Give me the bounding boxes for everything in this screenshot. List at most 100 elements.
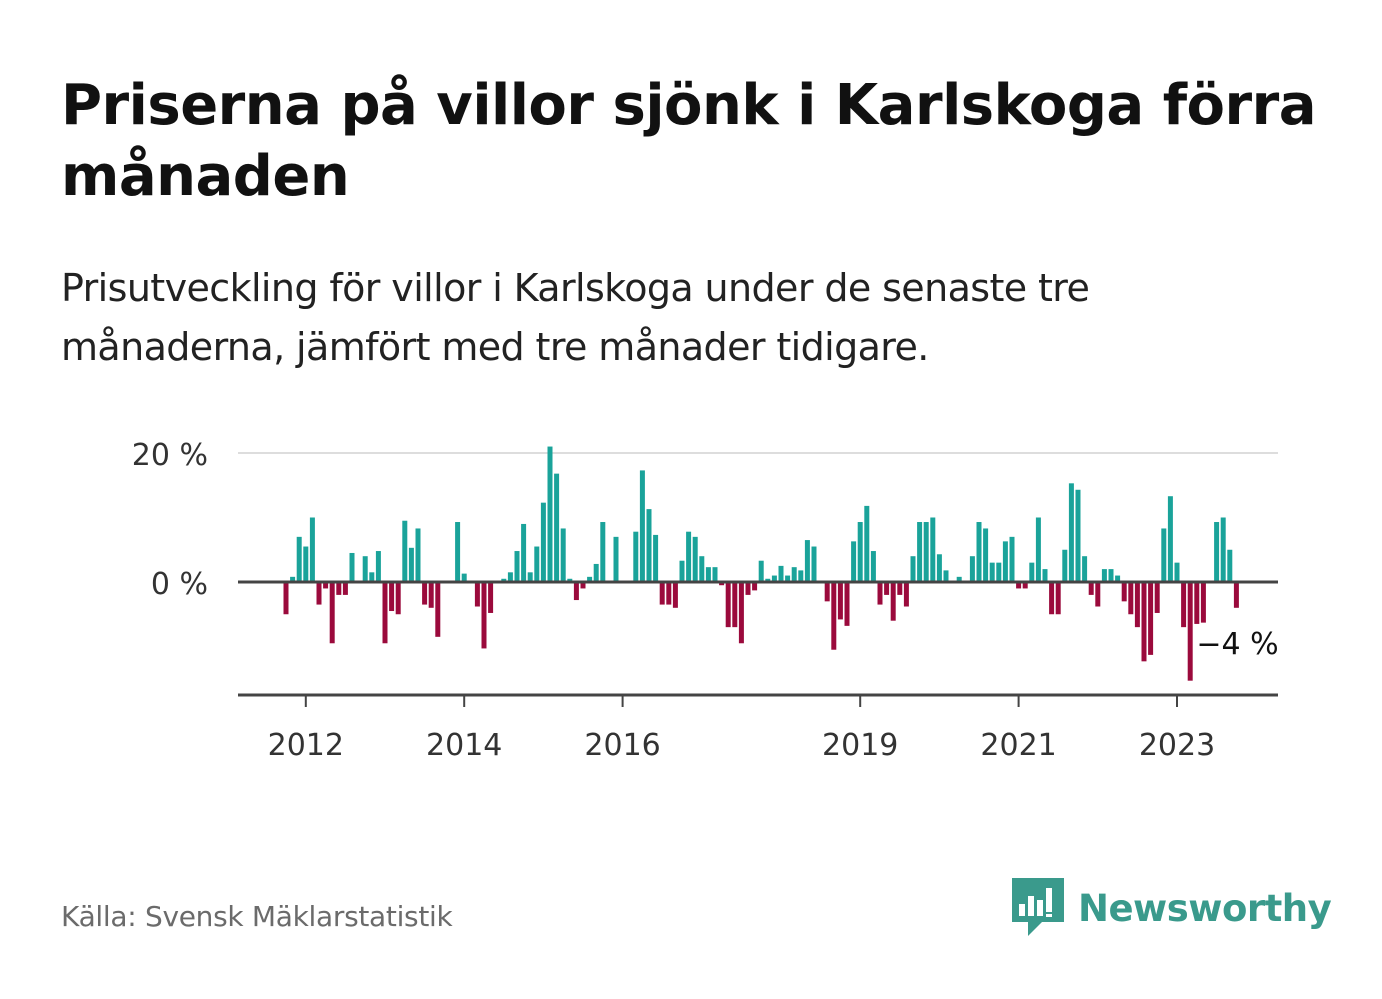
- bar: [672, 582, 678, 608]
- bar: [329, 582, 335, 644]
- bar: [521, 523, 527, 582]
- bar: [1088, 582, 1094, 595]
- chart-subtitle: Prisutveckling för villor i Karlskoga un…: [61, 266, 1090, 369]
- bar: [316, 582, 322, 605]
- bar: [639, 470, 645, 582]
- bar: [1016, 582, 1022, 589]
- bar: [811, 546, 817, 582]
- bar: [837, 582, 843, 620]
- bar: [488, 582, 494, 613]
- bar: [461, 573, 467, 582]
- bar: [765, 578, 771, 582]
- bar: [1233, 582, 1239, 608]
- bar: [303, 546, 309, 582]
- bar: [1161, 528, 1167, 582]
- bar: [283, 582, 289, 615]
- bar: [560, 528, 566, 582]
- x-tick-label: 2012: [268, 728, 344, 763]
- bar: [375, 551, 381, 582]
- bar: [1194, 582, 1200, 624]
- bar: [844, 582, 850, 626]
- bar: [1049, 582, 1055, 615]
- bar: [474, 582, 480, 607]
- x-tick-label: 2016: [584, 728, 660, 763]
- bar-chart: 20 % 0 % 2012 2014 2016 2019 2021 2023 −4 %: [132, 438, 1279, 763]
- bar: [382, 582, 388, 644]
- source-note: Källa: Svensk Mäklarstatistik: [61, 900, 453, 933]
- bar: [336, 582, 342, 595]
- bar: [408, 547, 414, 582]
- bar: [593, 563, 599, 582]
- bar: [884, 582, 890, 595]
- bar: [527, 572, 533, 582]
- bar: [309, 517, 315, 582]
- bar: [983, 528, 989, 582]
- bar: [613, 536, 619, 582]
- bar: [422, 582, 428, 605]
- bar: [1035, 517, 1041, 582]
- bar: [290, 576, 296, 582]
- bar: [1121, 582, 1127, 602]
- bar: [785, 575, 791, 582]
- bar: [1108, 569, 1114, 582]
- bar: [653, 534, 659, 582]
- bar: [362, 556, 368, 582]
- x-tick-label: 2023: [1139, 728, 1215, 763]
- bar: [587, 576, 593, 582]
- bar: [712, 567, 718, 582]
- bar: [342, 582, 348, 595]
- bar: [956, 576, 962, 582]
- bar: [415, 528, 421, 582]
- chart-title: Priserna på villor sjönk i Karlskoga för…: [61, 73, 1317, 209]
- bar: [851, 541, 857, 582]
- bar: [501, 578, 507, 582]
- bar: [1187, 582, 1193, 681]
- bar: [1154, 582, 1160, 613]
- bar: [428, 582, 434, 608]
- bar: [699, 556, 705, 582]
- bar: [646, 509, 652, 582]
- bar: [679, 560, 685, 582]
- bar: [633, 531, 639, 582]
- bar: [771, 575, 777, 582]
- bar: [1042, 569, 1048, 582]
- bar: [349, 552, 355, 582]
- bar: [791, 567, 797, 582]
- bar: [1022, 582, 1028, 589]
- bar: [547, 446, 553, 582]
- bar: [824, 582, 830, 602]
- bar: [1055, 582, 1061, 615]
- y-tick-label: 20 %: [132, 438, 208, 473]
- bar: [996, 562, 1002, 582]
- bar: [580, 582, 586, 589]
- bar: [864, 505, 870, 582]
- bar: [1029, 562, 1035, 582]
- bar: [395, 582, 401, 615]
- bar: [323, 582, 329, 589]
- bar: [719, 582, 725, 586]
- bar: [573, 582, 579, 601]
- bar: [1101, 569, 1107, 582]
- bar: [857, 522, 863, 582]
- bar: [659, 582, 665, 605]
- bar: [798, 570, 804, 582]
- bar: [943, 570, 949, 582]
- bar: [903, 582, 909, 607]
- bar: [917, 522, 923, 582]
- bar: [567, 578, 573, 582]
- bar: [402, 520, 408, 582]
- bar: [1009, 536, 1015, 582]
- brand-logo: Newsworthy: [1012, 878, 1332, 938]
- bar: [369, 572, 375, 582]
- bar: [725, 582, 731, 628]
- bar: [507, 572, 513, 582]
- bar: [930, 517, 936, 582]
- x-tick-label: 2019: [822, 728, 898, 763]
- bar: [936, 554, 942, 582]
- bar: [989, 562, 995, 582]
- bar: [705, 567, 711, 582]
- bar: [1220, 517, 1226, 582]
- bar: [1062, 549, 1068, 582]
- bar: [534, 546, 540, 582]
- bar: [897, 582, 903, 595]
